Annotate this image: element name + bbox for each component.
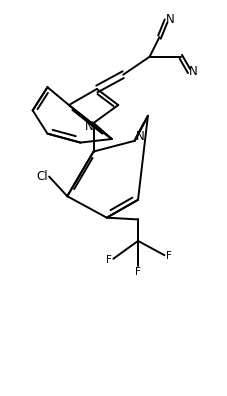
Text: N: N xyxy=(135,129,144,143)
Text: Cl: Cl xyxy=(36,170,47,183)
Text: N: N xyxy=(85,120,94,133)
Text: F: F xyxy=(165,251,171,261)
Text: N: N xyxy=(188,65,197,78)
Text: F: F xyxy=(105,255,111,265)
Text: F: F xyxy=(135,267,140,277)
Text: N: N xyxy=(165,13,174,27)
